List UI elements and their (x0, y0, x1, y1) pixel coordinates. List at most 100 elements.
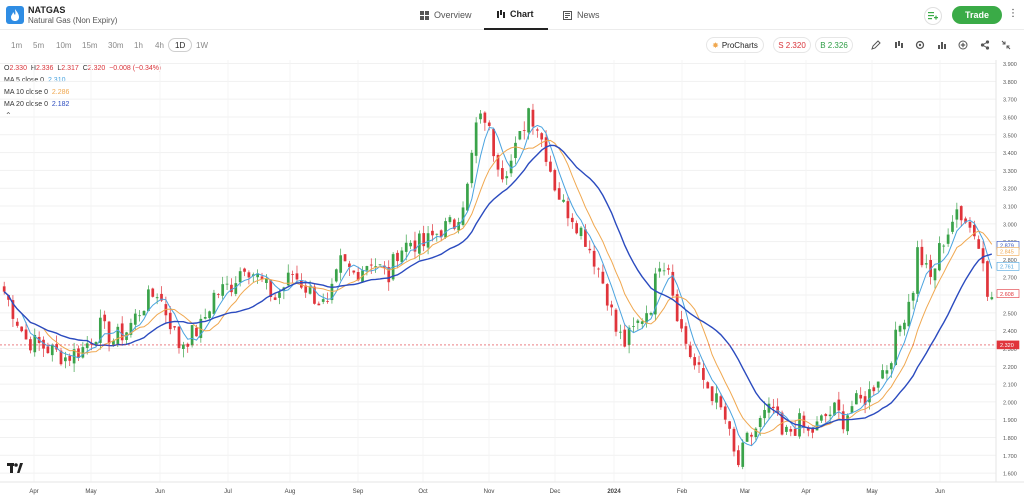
collapse-legend-icon[interactable]: ⌃ (5, 111, 12, 120)
candle-body (330, 283, 334, 301)
candle-body (383, 265, 386, 268)
tab-overview[interactable]: Overview (420, 0, 472, 30)
candle-body (903, 322, 906, 330)
candle-body (850, 406, 854, 413)
add-to-list-icon (928, 12, 938, 20)
candle-body (780, 412, 784, 435)
news-icon (563, 10, 572, 20)
candle-body (815, 421, 819, 431)
candle-body (492, 129, 495, 157)
y-tick-label: 3.600 (1003, 115, 1017, 121)
candle-body (863, 396, 867, 405)
tab-news[interactable]: News (563, 0, 600, 30)
timeframe-1D[interactable]: 1D (168, 38, 193, 52)
candle-body (824, 414, 828, 417)
more-menu-icon[interactable]: ⋮ (1008, 8, 1018, 19)
candle-body (955, 209, 959, 220)
candle-body (107, 321, 111, 344)
watchlist-button[interactable] (924, 7, 942, 25)
trade-button[interactable]: Trade (952, 6, 1002, 24)
candle-body (597, 268, 600, 270)
timeframe-1h[interactable]: 1h (134, 41, 143, 50)
candle-body (251, 274, 255, 277)
candle-body (247, 272, 251, 278)
timeframe-10m[interactable]: 10m (56, 41, 72, 50)
candle-body (728, 421, 731, 429)
candle-body (2, 286, 6, 292)
candle-body (924, 263, 928, 265)
price-tag-label: 2.845 (1000, 250, 1014, 256)
ma20-readout: MA 20 close 0 2.182 (4, 101, 70, 108)
candle-body (605, 284, 609, 306)
y-tick-label: 2.000 (1003, 400, 1017, 406)
candle-body (667, 268, 670, 270)
candle-body (505, 176, 509, 179)
candle-body (535, 129, 539, 131)
timeframe-5m[interactable]: 5m (33, 41, 45, 50)
settings-gear-icon[interactable] (915, 40, 925, 50)
tab-chart[interactable]: Chart (484, 0, 548, 30)
timeframe-4h[interactable]: 4h (155, 41, 164, 50)
candle-body (636, 320, 640, 323)
candle-body (470, 152, 474, 184)
candle-body (933, 268, 937, 281)
y-tick-label: 2.200 (1003, 365, 1017, 371)
tab-label: Overview (434, 10, 472, 20)
candle-body (452, 219, 456, 229)
candle-body (334, 269, 338, 282)
candle-body (623, 329, 627, 347)
candle-body (811, 427, 814, 433)
timeframe-1W[interactable]: 1W (196, 41, 208, 50)
y-tick-label: 3.900 (1003, 62, 1017, 68)
x-tick-label: Apr (29, 489, 38, 495)
candle-body (693, 357, 697, 366)
y-tick-label: 3.800 (1003, 80, 1017, 86)
indicators-icon[interactable] (937, 40, 947, 50)
procharts-button[interactable]: ✸ ProCharts (706, 37, 764, 53)
candle-body (972, 224, 976, 237)
candle-body (946, 234, 950, 244)
x-tick-label: Jul (224, 489, 232, 495)
timeframe-15m[interactable]: 15m (82, 41, 98, 50)
candle-body (15, 321, 19, 326)
candle-body (133, 313, 137, 325)
candle-body (168, 312, 172, 330)
candle-body (457, 222, 461, 231)
candle-body (365, 266, 369, 271)
draw-pencil-icon[interactable] (871, 40, 881, 50)
candle-body (299, 280, 303, 288)
timeframe-30m[interactable]: 30m (108, 41, 124, 50)
candle-body (374, 266, 377, 267)
candle-body (142, 310, 146, 316)
x-tick-label: 2024 (607, 489, 621, 495)
candle-body (164, 304, 168, 316)
candle-body (81, 347, 85, 358)
sell-price-button[interactable]: S 2.320 (773, 37, 811, 53)
instrument-symbol: NATGAS (28, 5, 66, 15)
candle-body (308, 286, 312, 294)
price-tag-label: 2.761 (1000, 265, 1014, 271)
candle-body (688, 345, 692, 358)
collapse-arrows-icon[interactable] (1001, 40, 1011, 50)
timeframe-1m[interactable]: 1m (11, 41, 23, 50)
candle-body (562, 199, 565, 202)
candle-body (702, 368, 705, 380)
grid-icon (420, 10, 429, 20)
candle-body (265, 278, 268, 283)
candle-body (841, 411, 845, 430)
buy-price-button[interactable]: B 2.326 (815, 37, 853, 53)
candle-body (230, 284, 233, 293)
x-tick-label: May (85, 489, 96, 495)
candle-body (771, 406, 775, 409)
candle-body (916, 247, 919, 294)
share-icon[interactable] (980, 40, 990, 50)
candle-type-icon[interactable] (894, 40, 904, 50)
candle-body (147, 289, 150, 312)
x-tick-label: Mar (740, 489, 750, 495)
candle-body (684, 326, 688, 344)
candle-body (212, 292, 216, 314)
candle-body (833, 402, 836, 416)
add-circle-icon[interactable] (958, 40, 968, 50)
candle-body (645, 313, 648, 323)
